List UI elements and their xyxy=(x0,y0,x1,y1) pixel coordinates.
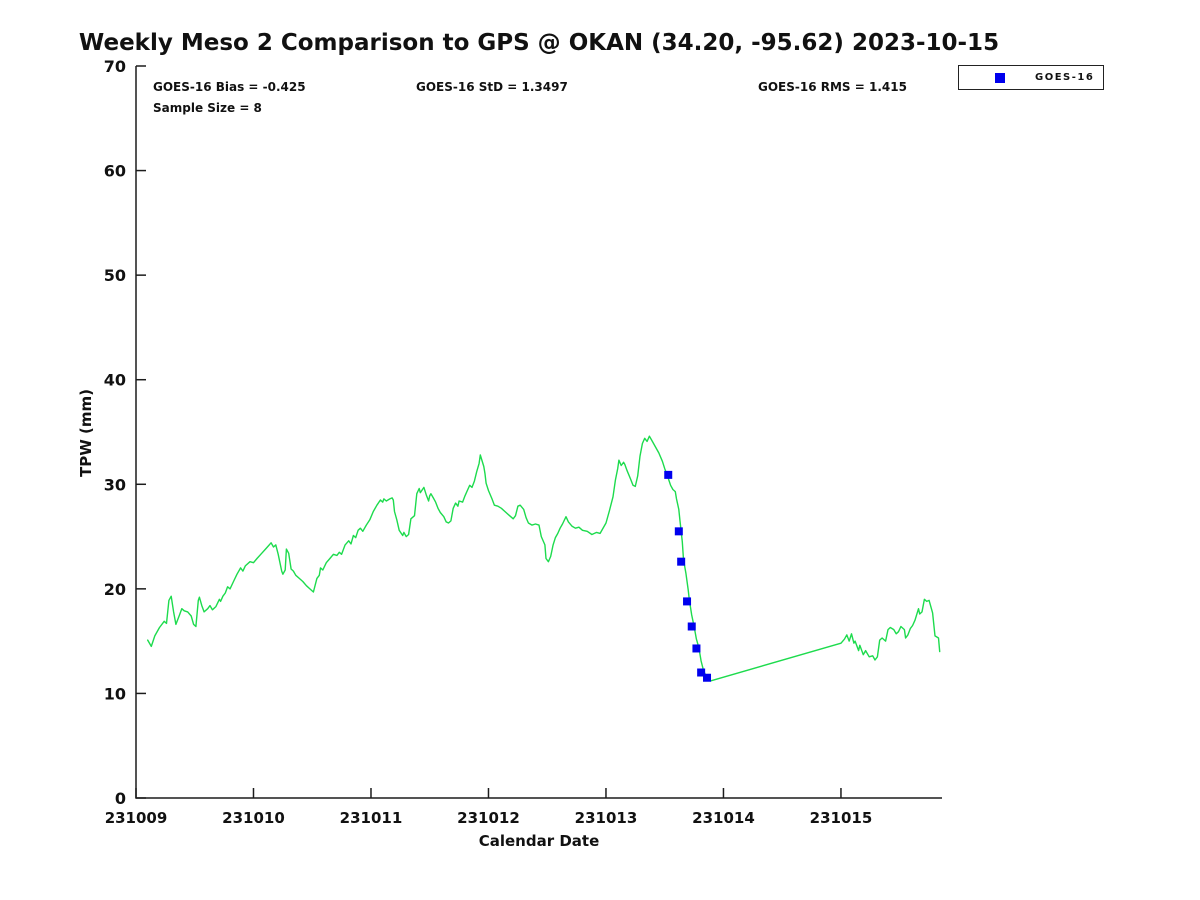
y-tick-label: 10 xyxy=(104,684,126,703)
goes16-marker xyxy=(687,622,696,631)
goes16-marker xyxy=(697,668,706,677)
y-tick-label: 30 xyxy=(104,475,126,494)
legend-goes16-square-icon xyxy=(995,72,1005,83)
x-tick-label: 231014 xyxy=(692,809,755,827)
axes xyxy=(135,66,942,799)
y-tick-label: 40 xyxy=(104,371,126,390)
y-axis-label: TPW (mm) xyxy=(77,389,95,477)
legend-goes16-label: GOES-16 xyxy=(1035,72,1095,83)
goes16-marker xyxy=(692,644,701,653)
x-tick-label: 231009 xyxy=(105,809,168,827)
y-tick-label: 20 xyxy=(104,580,126,599)
goes16-marker xyxy=(677,557,686,566)
x-axis-label: Calendar Date xyxy=(478,832,600,850)
y-tick-label: 60 xyxy=(104,162,126,181)
y-tick-label: 0 xyxy=(115,789,126,808)
goes16-marker xyxy=(674,527,683,536)
x-tick-label: 231015 xyxy=(810,809,873,827)
stat-rms: GOES-16 RMS = 1.415 xyxy=(758,80,907,94)
x-tick-label: 231013 xyxy=(575,809,638,827)
goes16-marker xyxy=(703,673,712,682)
y-tick-label: 70 xyxy=(104,57,126,76)
legend: GOES-16 xyxy=(958,65,1104,90)
stat-sample-size: Sample Size = 8 xyxy=(153,101,262,115)
goes16-marker xyxy=(683,597,692,606)
y-tick-label: 50 xyxy=(104,266,126,285)
x-tick-label: 231012 xyxy=(457,809,520,827)
gps-tpw-line xyxy=(146,435,941,682)
x-tick-label: 231011 xyxy=(340,809,403,827)
x-tick-label: 231010 xyxy=(222,809,285,827)
chart-title: Weekly Meso 2 Comparison to GPS @ OKAN (… xyxy=(78,30,1000,56)
goes16-marker xyxy=(664,470,673,479)
stat-std: GOES-16 StD = 1.3497 xyxy=(416,80,568,94)
stat-bias: GOES-16 Bias = -0.425 xyxy=(153,80,306,94)
